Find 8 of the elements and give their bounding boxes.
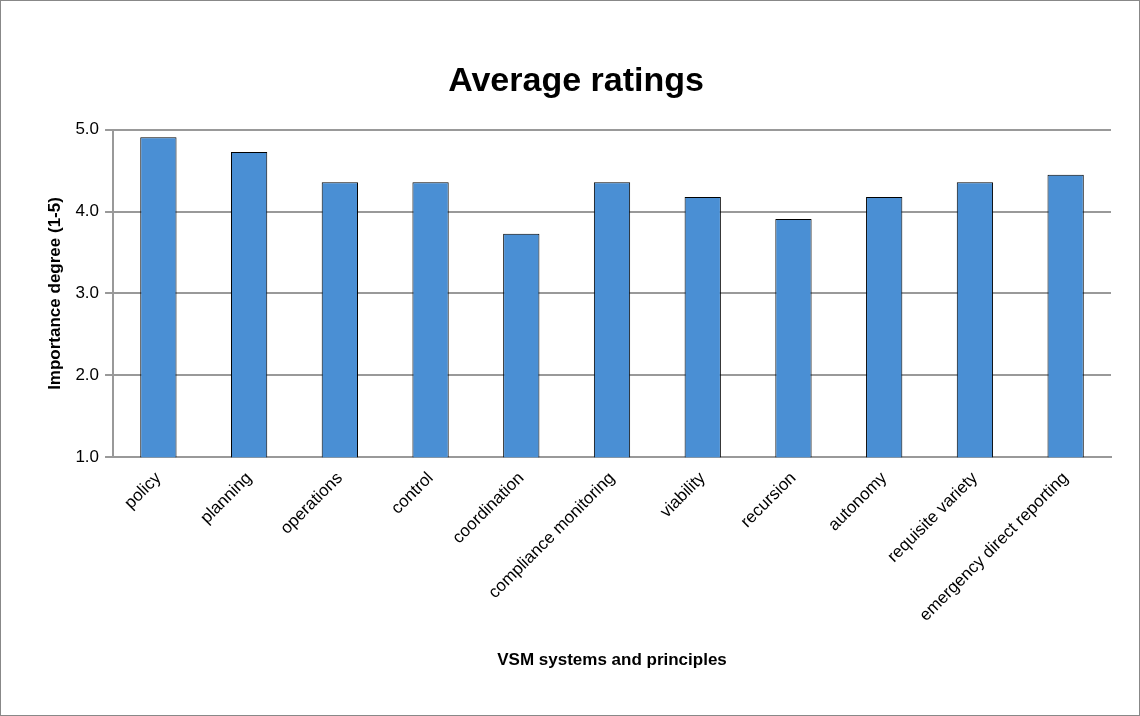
y-tick-label: 5.0 xyxy=(75,119,100,139)
y-tick-label: 3.0 xyxy=(75,283,100,303)
x-axis-title: VSM systems and principles xyxy=(497,650,727,670)
y-axis-title: Importance degree (1-5) xyxy=(44,197,64,390)
y-tick-label: 4.0 xyxy=(75,201,100,221)
y-tick-label: 2.0 xyxy=(75,365,100,385)
y-tick-label: 1.0 xyxy=(75,446,100,466)
chart-title: Average ratings xyxy=(448,59,704,98)
